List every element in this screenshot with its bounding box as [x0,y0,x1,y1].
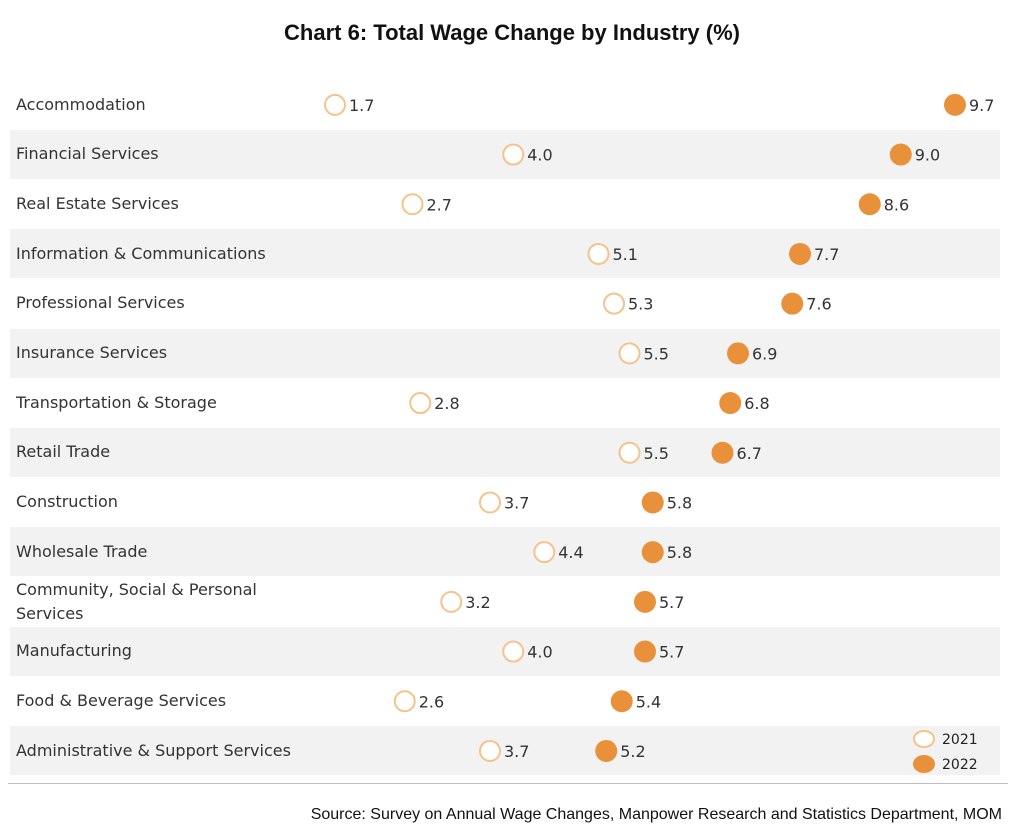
data-label-2022: 5.4 [636,692,661,711]
data-label-2021: 2.6 [419,692,444,711]
category-label: Manufacturing [16,641,132,661]
chart-title: Chart 6: Total Wage Change by Industry (… [284,20,740,45]
data-label-2022: 9.7 [969,96,994,115]
data-label-2021: 5.1 [613,245,638,264]
source-note: Source: Survey on Annual Wage Changes, M… [310,806,1002,823]
point-2022 [858,193,881,216]
data-label-2021: 4.4 [558,543,583,562]
point-2021 [393,690,416,713]
point-2021 [409,392,432,415]
legend: 2021 2022 [913,730,978,773]
row-band: Information & Communications [10,229,1000,279]
point-2021 [587,242,610,265]
data-label-2021: 4.0 [527,643,552,662]
data-label-2022: 5.2 [620,742,645,761]
data-label-2021: 5.3 [628,295,653,314]
point-2022 [789,242,811,265]
point-2021 [401,193,424,216]
point-2022 [610,690,633,713]
point-2021 [479,739,501,762]
category-label: Community, Social & Personal Services [16,579,257,623]
point-2021 [479,491,501,514]
category-label: Information & Communications [16,243,266,263]
category-label: Professional Services [16,293,185,313]
point-2021 [603,292,625,315]
category-label: Construction [16,492,118,512]
row-band: Administrative & Support Services [10,726,1000,776]
point-2021 [440,590,463,613]
category-label: Insurance Services [16,343,168,362]
data-label-2021: 5.5 [644,344,669,363]
row-band: Professional Services [10,279,1000,328]
data-label-2022: 7.7 [814,245,839,264]
row-band: Construction [10,478,1000,527]
point-2022 [727,342,749,365]
data-label-2021: 1.7 [349,96,374,115]
row-band: Real Estate Services [10,179,1000,228]
row-band: Community, Social & Personal Services [10,577,1000,626]
point-2021 [533,541,556,564]
category-label: Food & Beverage Services [16,690,227,710]
point-2022 [641,491,664,514]
data-label-2021: 3.2 [465,593,490,612]
data-label-2021: 4.0 [527,146,552,165]
category-label: Administrative & Support Services [16,740,291,760]
legend-marker-2022 [913,755,935,773]
data-label-2022: 5.7 [659,643,684,662]
row-band: Food & Beverage Services [10,676,1000,725]
data-label-2022: 8.6 [884,195,909,214]
point-2021 [618,342,641,365]
point-2022 [889,143,912,166]
data-label-2022: 5.8 [667,543,692,562]
point-2022 [711,441,734,464]
point-2022 [595,739,618,762]
point-2021 [502,143,525,166]
legend-marker-2021 [913,730,935,748]
data-label-2021: 5.5 [644,444,669,463]
data-label-2022: 7.6 [806,295,831,314]
point-2022 [634,640,656,663]
row-band: Accommodation [10,80,1000,129]
category-label: Accommodation [16,94,146,114]
data-label-2021: 2.8 [434,394,459,413]
category-label: Wholesale Trade [16,541,148,561]
row-band: Retail Trade [10,427,1000,477]
data-label-2021: 3.7 [504,493,529,512]
data-label-2022: 9.0 [915,146,940,165]
legend-label-2022: 2022 [942,757,978,773]
point-2021 [324,93,346,116]
point-2022 [944,93,966,116]
data-label-2022: 6.9 [752,344,777,363]
data-label-2022: 6.8 [744,394,769,413]
category-label: Real Estate Services [16,193,179,213]
category-label: Retail Trade [16,442,111,462]
point-2022 [781,292,804,315]
row-band: Transportation & Storage [10,378,1000,427]
category-label: Transportation & Storage [16,392,217,412]
point-2021 [618,441,641,464]
data-label-2021: 3.7 [504,742,529,761]
data-label-2021: 2.7 [427,195,452,214]
divider [8,783,1008,784]
row-band: Wholesale Trade [10,527,1000,577]
point-2022 [634,590,656,613]
data-label-2022: 6.7 [737,444,762,463]
data-label-2022: 5.8 [667,493,692,512]
point-2021 [502,640,525,663]
data-label-2022: 5.7 [659,593,684,612]
category-label: Financial Services [16,144,159,164]
point-2022 [641,541,664,564]
point-2022 [719,392,742,415]
row-band: Insurance Services [10,328,1000,378]
legend-label-2021: 2021 [942,732,978,748]
